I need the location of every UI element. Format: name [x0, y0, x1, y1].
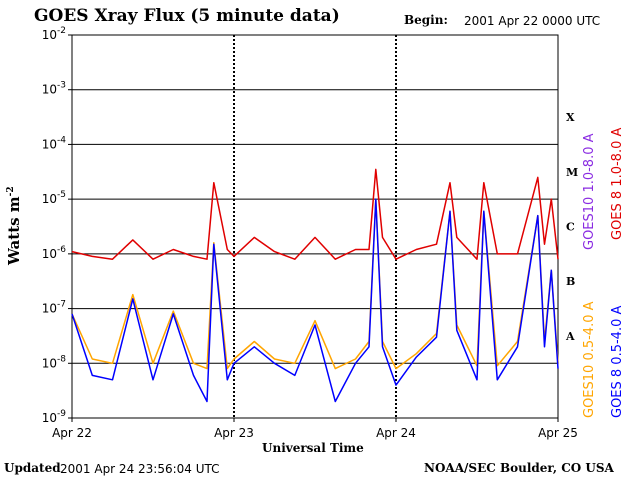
- flare-class-label: M: [566, 166, 578, 179]
- y-tick-label: 10-9: [42, 409, 67, 425]
- y-tick-label: 10-6: [42, 245, 67, 261]
- chart-title: GOES Xray Flux (5 minute data): [34, 6, 340, 26]
- legend-goes10-long: GOES10 1.0-8.0 A: [582, 133, 597, 250]
- legend-goes8-short: GOES 8 0.5-4.0 A: [610, 305, 625, 418]
- plot-frame: [71, 34, 559, 419]
- flare-class-labels: A B C M X: [565, 111, 578, 343]
- x-axis-title: Universal Time: [262, 441, 364, 455]
- credit-text: NOAA/SEC Boulder, CO USA: [424, 461, 614, 475]
- y-tick-label: 10-8: [42, 354, 67, 370]
- begin-value: 2001 Apr 22 0000 UTC: [464, 14, 601, 28]
- x-tick-label: Apr 25: [538, 426, 578, 440]
- y-axis-ticks: 10-9 10-8 10-7 10-6 10-5 10-4 10-3 10-2: [42, 26, 72, 425]
- x-axis-ticks: Apr 22 Apr 23 Apr 24 Apr 25: [52, 418, 578, 440]
- updated-value: 2001 Apr 24 23:56:04 UTC: [60, 462, 220, 476]
- x-tick-label: Apr 23: [214, 426, 254, 440]
- y-tick-label: 10-3: [42, 81, 66, 97]
- flare-class-label: C: [566, 221, 575, 234]
- legend-goes10-short: GOES10 0.5-4.0 A: [582, 301, 597, 418]
- flare-class-label: B: [566, 275, 575, 288]
- series-lines: [71, 168, 559, 403]
- x-tick-label: Apr 22: [52, 426, 92, 440]
- flare-class-label: A: [565, 330, 575, 343]
- series-line-0: [71, 168, 559, 260]
- updated-label: Updated: [4, 461, 61, 475]
- begin-label: Begin:: [404, 13, 448, 27]
- legend-goes8-long: GOES 8 1.0-8.0 A: [610, 127, 625, 240]
- y-tick-label: 10-5: [42, 190, 66, 206]
- y-tick-label: 10-7: [42, 300, 66, 316]
- series-line-1: [71, 198, 559, 403]
- x-tick-label: Apr 24: [376, 426, 416, 440]
- y-tick-label: 10-4: [42, 135, 67, 151]
- y-tick-label: 10-2: [42, 26, 66, 42]
- flare-class-label: X: [566, 111, 575, 124]
- y-axis-title: Watts m-2: [5, 186, 23, 265]
